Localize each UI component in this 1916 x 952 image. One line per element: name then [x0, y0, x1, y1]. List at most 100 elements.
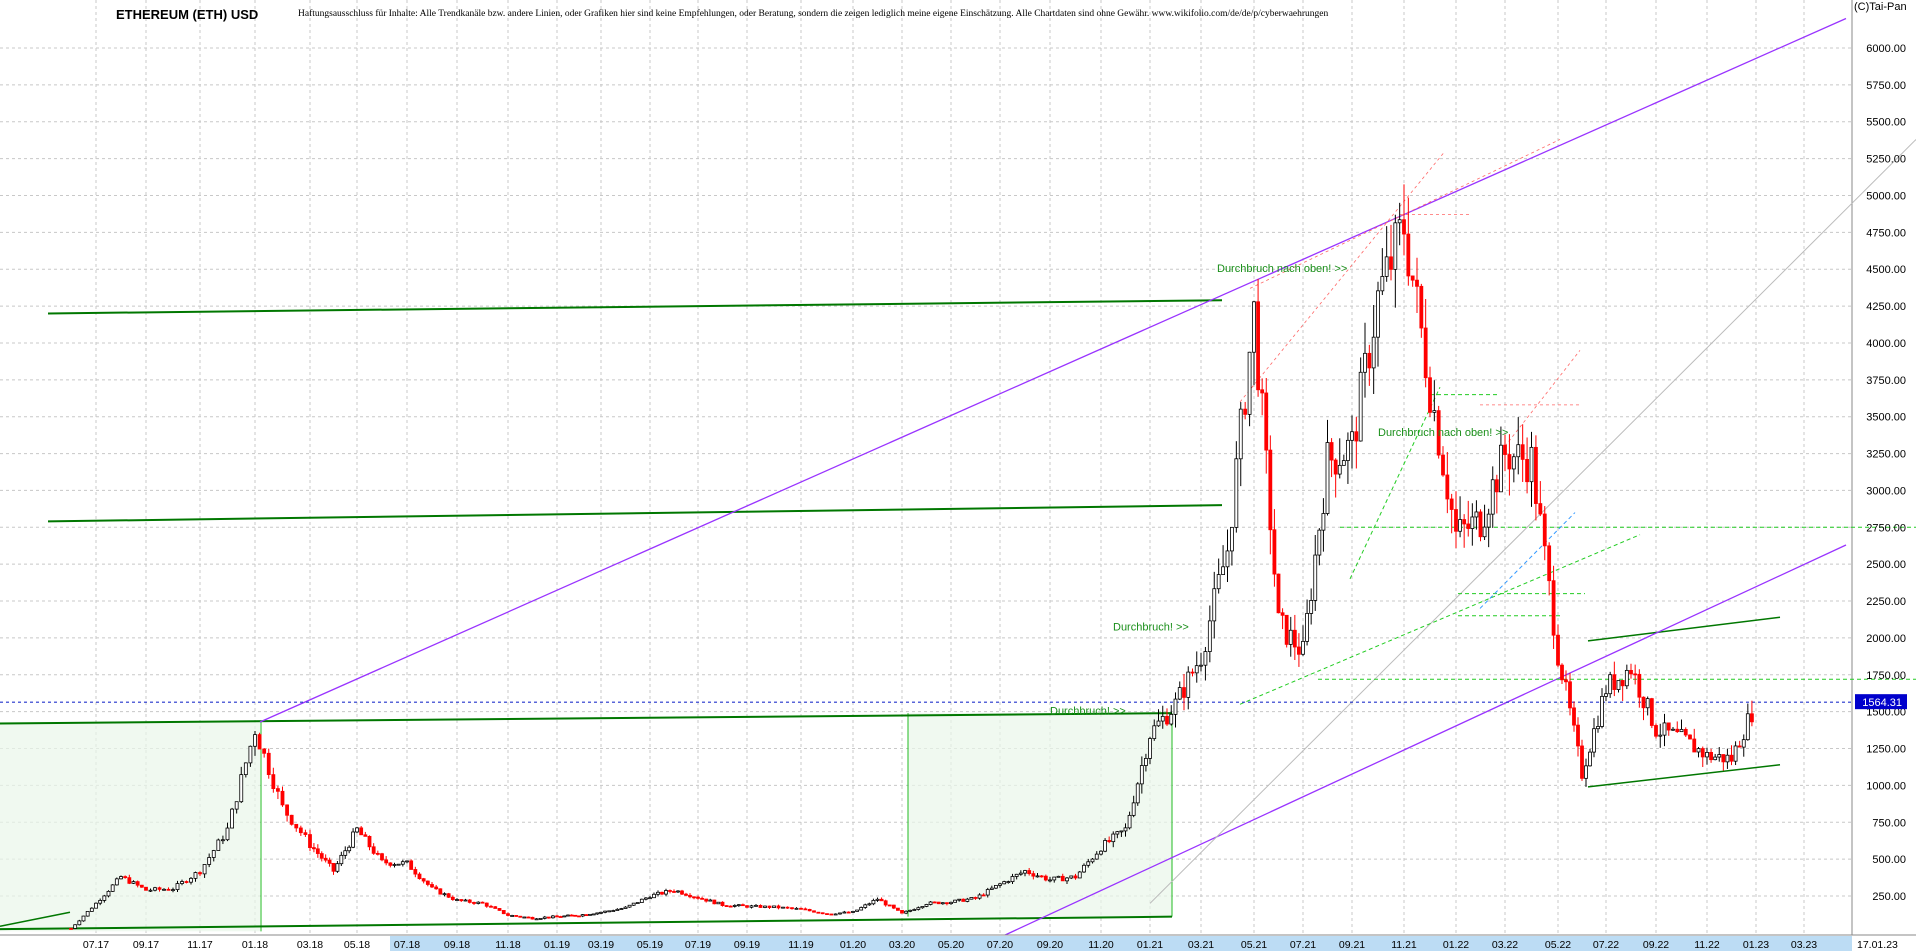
candle-body: [1658, 734, 1663, 737]
candle-body: [319, 853, 324, 859]
candle-body: [772, 905, 776, 908]
candle-body: [631, 902, 636, 906]
candle-body: [1729, 754, 1734, 762]
y-tick-label: 250.00: [1872, 891, 1906, 903]
candle-body: [1186, 671, 1191, 698]
candle-body: [1692, 738, 1697, 753]
candle-body: [803, 908, 808, 911]
support-line: [0, 915, 1173, 931]
candle-body: [812, 910, 816, 913]
candle-body: [1645, 698, 1650, 709]
candle-body: [580, 914, 585, 917]
candle-body: [438, 888, 443, 895]
x-tick-label: 01.21: [1137, 939, 1163, 951]
candle-body: [692, 896, 696, 899]
candle-body: [754, 904, 758, 907]
candle-body: [1371, 336, 1376, 369]
y-tick-label: 2750.00: [1866, 522, 1906, 534]
candle-body: [745, 905, 749, 908]
candle-body: [700, 897, 704, 900]
candle-body: [1542, 513, 1547, 547]
candle-body: [680, 890, 684, 895]
candle-body: [1551, 580, 1556, 636]
candle-body: [184, 881, 189, 883]
x-tick-label: 07.21: [1290, 939, 1316, 951]
candle-body: [1679, 729, 1684, 733]
candle-body: [1503, 444, 1507, 455]
candle-body: [1238, 408, 1243, 460]
candle-body: [127, 877, 132, 884]
candle-body: [1415, 279, 1419, 287]
x-tick-label: 03.21: [1188, 939, 1214, 951]
candle-body: [1111, 833, 1116, 843]
candle-body: [171, 889, 175, 892]
candle-body: [599, 911, 603, 914]
candle-body: [392, 864, 397, 866]
candle-body: [1741, 739, 1746, 748]
candle-body: [920, 906, 925, 909]
candle-body: [1380, 276, 1385, 292]
candle-body: [1629, 669, 1633, 675]
candle-body: [781, 906, 785, 909]
candle-body: [1568, 681, 1572, 709]
candle-body: [985, 889, 990, 896]
candle-body: [1027, 870, 1032, 875]
candle-body: [1596, 726, 1600, 730]
candle-body: [1203, 651, 1208, 666]
candle-body: [359, 827, 364, 836]
candle-body: [1576, 724, 1580, 747]
y-tick-label: 4500.00: [1866, 264, 1906, 276]
candle-body: [409, 860, 414, 870]
candle-body: [1337, 464, 1342, 475]
candle-body: [298, 827, 303, 834]
candle-body: [1608, 674, 1613, 695]
last-price-label: 1564.31: [1862, 697, 1902, 709]
candle-body: [566, 914, 570, 917]
chart-overlays: [0, 17, 1916, 952]
x-tick-label: 09.22: [1643, 939, 1669, 951]
candle-body: [1402, 219, 1406, 235]
candle-body: [1160, 715, 1165, 722]
candle-body: [1018, 872, 1023, 875]
candle-body: [294, 823, 299, 829]
candle-body: [1466, 523, 1471, 529]
candle-body: [1292, 629, 1297, 648]
candle-body: [1423, 327, 1428, 379]
candle-body: [1713, 756, 1718, 761]
candle-body: [1486, 513, 1491, 528]
candle-body: [442, 893, 447, 896]
x-tick-label: 07.19: [685, 939, 711, 951]
candle-body: [1534, 446, 1538, 504]
candle-body: [1499, 444, 1503, 493]
candle-body: [1474, 511, 1479, 518]
candle-body: [262, 748, 267, 754]
candle-body: [69, 928, 73, 930]
x-tick-label: 05.21: [1241, 939, 1267, 951]
candle-body: [1482, 526, 1487, 538]
candle-body: [1115, 831, 1120, 835]
candle-body: [522, 916, 527, 919]
candle-body: [484, 902, 489, 907]
candle-body: [1052, 876, 1057, 881]
x-axis: 07.17 09.17 11.17 01.18 03.18 05.18 07.18 09.18…: [0, 934, 1916, 952]
candle-body: [1156, 720, 1161, 727]
candle-body: [463, 899, 468, 902]
candle-body: [81, 915, 86, 922]
candle-body: [936, 901, 941, 905]
guide-line: [1149, 139, 1916, 904]
x-tick-label: 09.21: [1339, 939, 1365, 951]
candle-body: [216, 839, 221, 851]
candle-body: [1384, 256, 1389, 277]
candle-body: [1612, 674, 1617, 690]
candle-body: [916, 907, 921, 910]
candle-body: [193, 872, 198, 879]
candle-body: [1700, 748, 1705, 758]
candle-body: [1520, 444, 1525, 460]
candle-body: [1547, 545, 1552, 582]
candle-body: [542, 916, 547, 919]
candle-body: [1035, 875, 1040, 878]
candle-body: [607, 910, 612, 913]
candle-body: [1641, 696, 1646, 709]
candle-body: [1556, 634, 1560, 666]
candle-body: [1329, 442, 1334, 461]
